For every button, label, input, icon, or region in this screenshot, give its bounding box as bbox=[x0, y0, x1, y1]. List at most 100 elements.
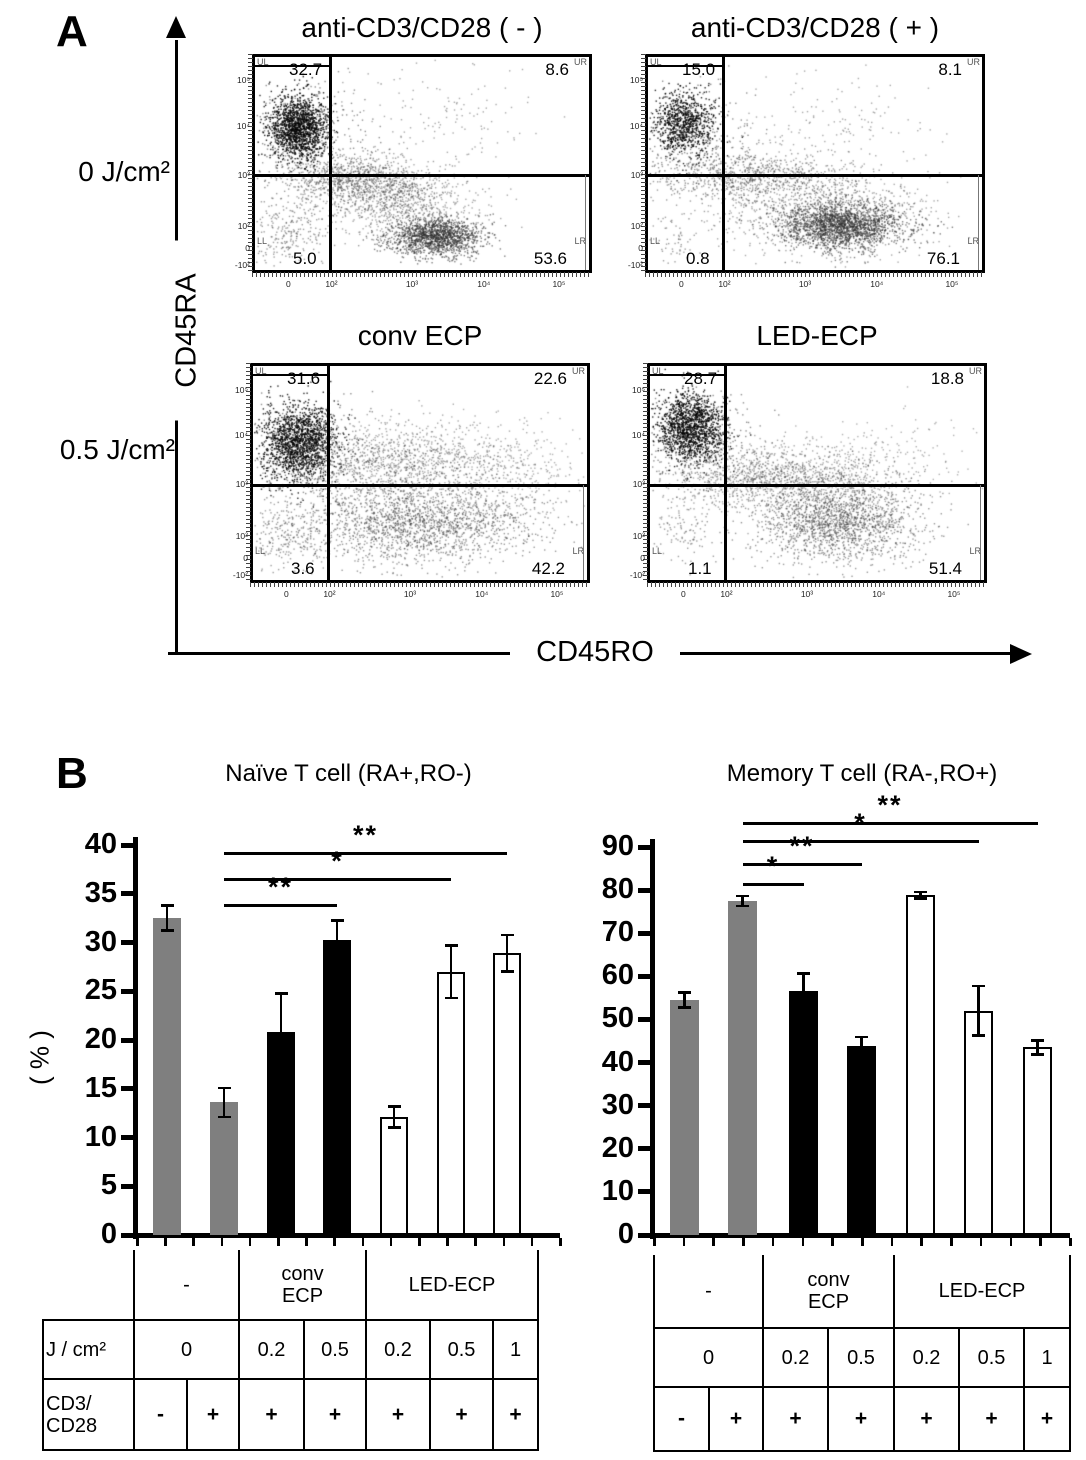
error-bar-cap bbox=[855, 1054, 868, 1057]
cd3cd28-cell: + bbox=[492, 1378, 540, 1451]
cd45ro-axis-label: CD45RO bbox=[510, 636, 680, 669]
flow-y-tick-label: 10⁵ bbox=[630, 75, 643, 86]
cd3cd28-cell: + bbox=[1023, 1386, 1072, 1452]
y-tick-label: 5 bbox=[100, 1169, 117, 1202]
error-bar-cap bbox=[797, 1006, 810, 1009]
y-minor-ticks bbox=[643, 363, 648, 583]
flow-plot-1: 32.7 8.6 5.0 53.6 UL UR LL LR 10⁵ 10⁴ 10³ 1… bbox=[235, 54, 592, 288]
dose-row-header: J / cm² bbox=[42, 1319, 135, 1380]
quadrant-tag-lr: LR bbox=[572, 546, 584, 556]
x-tick-mark bbox=[950, 1238, 953, 1246]
bar bbox=[210, 1102, 238, 1235]
x-tick-mark bbox=[979, 1238, 983, 1246]
dose-cell: 0.5 bbox=[827, 1327, 896, 1388]
quadrant-tag-ul: UL bbox=[650, 57, 662, 67]
error-bar bbox=[449, 945, 453, 999]
treatment-group-cell: - bbox=[652, 1255, 765, 1329]
error-bar-cap bbox=[387, 1105, 401, 1108]
flow-y-tick-label: -10² bbox=[234, 260, 250, 271]
x-minor-ticks bbox=[252, 272, 592, 277]
quadrant-value-ll: 3.6 bbox=[291, 559, 315, 578]
bar bbox=[728, 900, 757, 1235]
bar bbox=[493, 953, 521, 1235]
error-bar-cap bbox=[500, 970, 514, 973]
y-tick-mark bbox=[638, 930, 650, 936]
flow-y-tick-label: 10² bbox=[630, 221, 643, 232]
y-tick-label: 35 bbox=[84, 876, 117, 909]
significance-line bbox=[742, 863, 862, 866]
quadrant-value-ur: 18.8 bbox=[930, 369, 964, 388]
y-tick-mark bbox=[121, 988, 133, 994]
flow-plot-4: 28.7 18.8 1.1 51.4 UL UR LL LR 10⁵ 10⁴ 10³… bbox=[630, 363, 987, 598]
x-tick-mark bbox=[653, 1238, 656, 1246]
dose-cell: 0.2 bbox=[893, 1327, 961, 1388]
flow-y-tick-label: 10² bbox=[235, 531, 248, 542]
y-tick-label: 20 bbox=[84, 1023, 117, 1055]
table-corner-cell bbox=[43, 1250, 134, 1320]
y-tick-mark bbox=[121, 842, 133, 848]
quadrant-value-ll: 5.0 bbox=[293, 249, 317, 268]
error-bar bbox=[919, 891, 922, 899]
flow-plot-title-2: anti-CD3/CD28 ( + ) bbox=[690, 12, 940, 43]
flow-plot-3: 31.6 22.6 3.6 42.2 UL UR LL LR 10⁵ 10⁴ 10³… bbox=[233, 363, 590, 598]
x-tick-mark bbox=[389, 1238, 393, 1246]
x-tick-mark bbox=[559, 1238, 562, 1246]
quadrant-gate-vertical bbox=[723, 366, 727, 580]
quadrant-value-lr: 76.1 bbox=[926, 249, 960, 268]
cd45ra-axis-label: CD45RA bbox=[170, 240, 204, 421]
dot-plot-canvas bbox=[253, 366, 587, 580]
flow-x-tick-label: 10³ bbox=[800, 588, 814, 599]
treatment-group-cell: LED-ECP bbox=[893, 1255, 1072, 1329]
dose-cell: 0.5 bbox=[303, 1319, 368, 1380]
x-tick-mark bbox=[1069, 1238, 1072, 1246]
condition-table: - conv ECP LED-ECP J / cm² 0 0.2 0.5 0.2 0.5 1 CD3… bbox=[42, 1250, 540, 1451]
quadrant-gate-vertical bbox=[721, 57, 725, 270]
flow-y-tick-label: 0 bbox=[638, 242, 643, 253]
ul-gate-line bbox=[650, 374, 725, 376]
y-tick-label: 50 bbox=[601, 1002, 634, 1035]
bar-chart-x-axis bbox=[133, 1233, 560, 1238]
quadrant-gate-horizontal bbox=[650, 483, 984, 487]
cd3cd28-cell: + bbox=[958, 1386, 1026, 1452]
significance-line bbox=[742, 822, 1038, 825]
flow-y-tick-label: 10³ bbox=[632, 479, 645, 490]
dose-cell: 0.5 bbox=[429, 1319, 495, 1380]
significance-line bbox=[224, 878, 451, 881]
dot-plot-canvas bbox=[650, 366, 984, 580]
dose-cell: 0.2 bbox=[238, 1319, 306, 1380]
cd3cd28-cell: + bbox=[707, 1386, 765, 1452]
flow-x-tick-label: 10⁴ bbox=[475, 588, 489, 599]
x-tick-mark bbox=[248, 1238, 252, 1246]
y-tick-mark bbox=[638, 973, 650, 979]
error-bar-cap bbox=[274, 992, 288, 995]
y-tick-label: 90 bbox=[601, 830, 634, 862]
y-tick-label: 0 bbox=[617, 1218, 634, 1250]
flow-plot-title-4: LED-ECP bbox=[756, 320, 878, 351]
y-tick-mark bbox=[121, 1183, 133, 1189]
error-bar-cap bbox=[736, 894, 749, 898]
cd3cd28-cell: + bbox=[762, 1386, 830, 1452]
x-tick-mark bbox=[474, 1238, 477, 1246]
x-tick-mark bbox=[277, 1238, 280, 1246]
bar bbox=[153, 918, 181, 1235]
treatment-group-cell: conv ECP bbox=[238, 1250, 368, 1321]
bar bbox=[789, 990, 818, 1235]
flow-plot-2: 15.0 8.1 0.8 76.1 UL UR LL LR 10⁵ 10⁴ 10³ 1… bbox=[628, 54, 985, 288]
flow-y-tick-label: -10² bbox=[627, 260, 643, 271]
cd45ro-axis-arrowhead-icon bbox=[1010, 643, 1032, 664]
error-bar bbox=[392, 1106, 396, 1128]
x-minor-ticks bbox=[647, 582, 987, 587]
bar bbox=[323, 939, 351, 1235]
flow-x-tick-label: 10² bbox=[323, 588, 336, 599]
x-tick-mark bbox=[890, 1238, 894, 1246]
bar bbox=[1023, 1047, 1052, 1235]
error-bar-cap bbox=[330, 957, 344, 961]
quadrant-tag-ll: LL bbox=[257, 236, 268, 246]
y-tick-label: 30 bbox=[601, 1088, 634, 1121]
y-tick-mark bbox=[121, 1135, 133, 1140]
significance-line bbox=[742, 883, 804, 886]
cd3cd28-cell: + bbox=[893, 1386, 961, 1452]
flow-x-tick-label: 10² bbox=[720, 588, 733, 599]
dose-cell: 0.2 bbox=[762, 1327, 830, 1388]
flow-y-tick-label: 10⁴ bbox=[234, 430, 248, 441]
